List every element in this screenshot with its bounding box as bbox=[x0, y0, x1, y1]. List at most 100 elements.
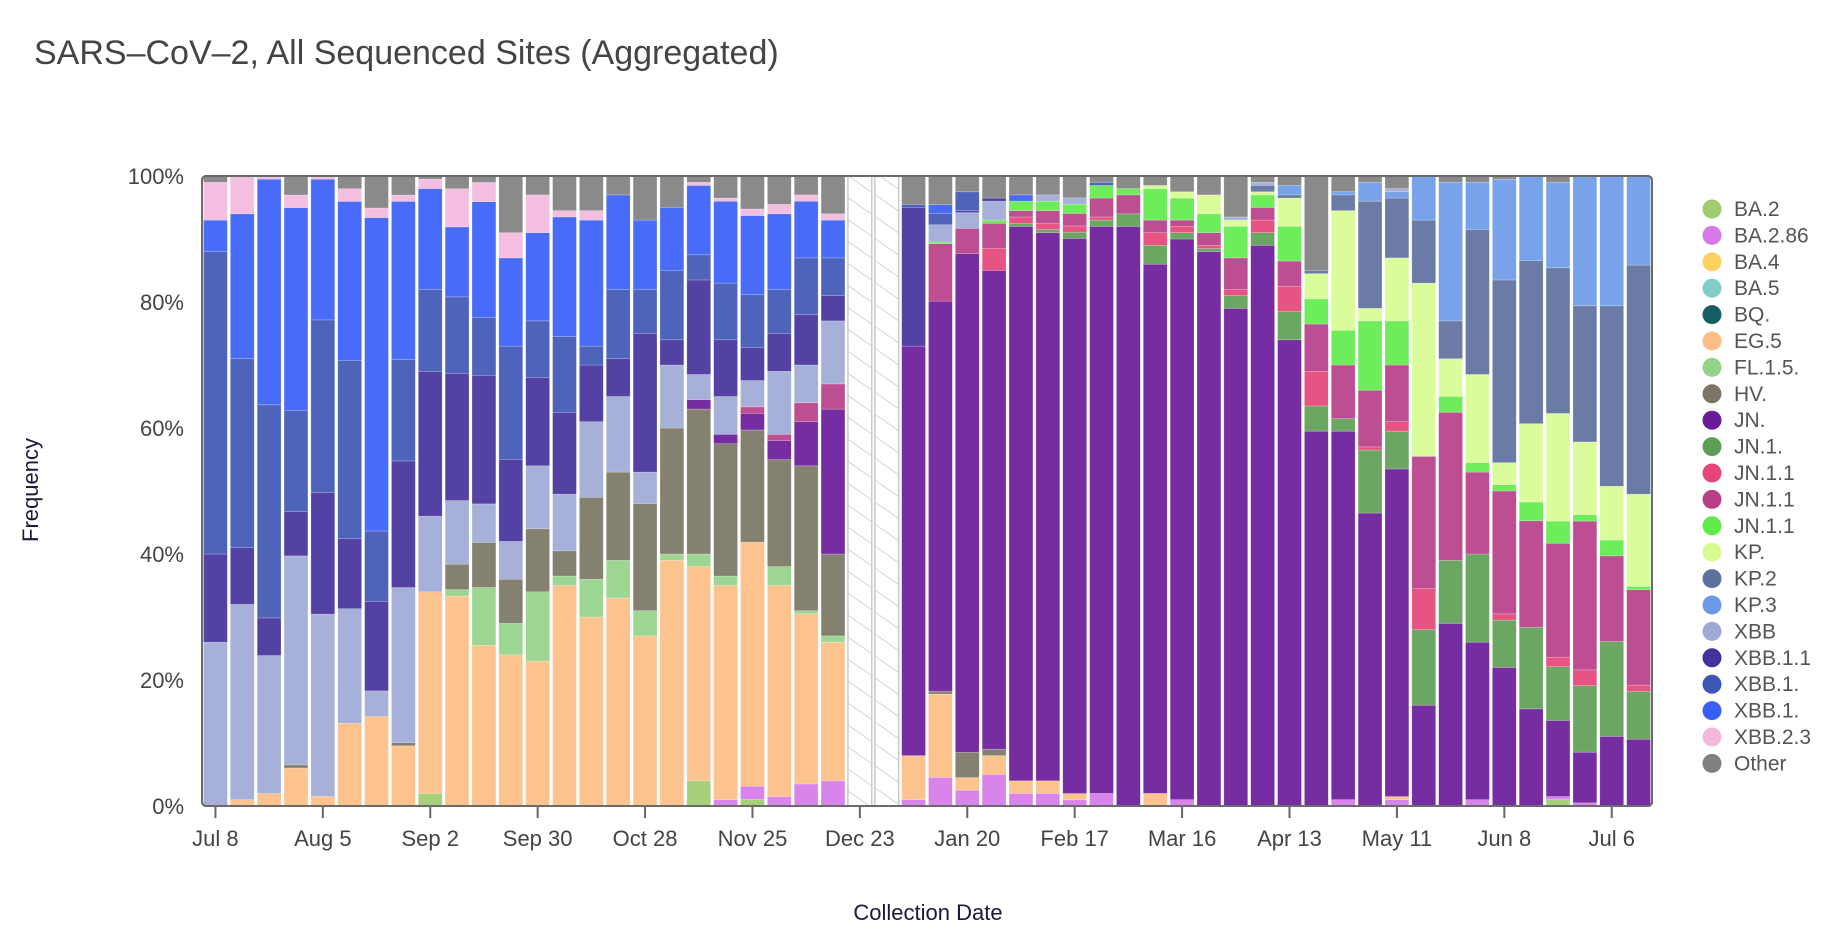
legend-swatch-icon bbox=[1702, 384, 1722, 404]
bar-week-26[interactable] bbox=[874, 175, 900, 807]
bar-week-18[interactable] bbox=[659, 175, 685, 807]
legend-item[interactable]: JN.1.1 bbox=[1702, 462, 1795, 485]
bar-week-41[interactable] bbox=[1277, 175, 1302, 807]
legend-item[interactable]: XBB.1. bbox=[1702, 700, 1800, 723]
bar-week-51[interactable] bbox=[1545, 175, 1571, 807]
bar-week-53[interactable] bbox=[1599, 175, 1624, 807]
bar-week-54[interactable] bbox=[1626, 175, 1651, 807]
legend-item[interactable]: FL.1.5. bbox=[1702, 356, 1800, 379]
bar-week-14[interactable] bbox=[552, 175, 577, 807]
bar-week-24[interactable] bbox=[820, 175, 846, 807]
bar-segment-xbb-2-3 bbox=[391, 194, 416, 202]
bar-week-44[interactable] bbox=[1357, 175, 1383, 807]
bar-week-30[interactable] bbox=[981, 175, 1007, 807]
bar-week-33[interactable] bbox=[1062, 175, 1087, 807]
bar-week-17[interactable] bbox=[632, 175, 658, 807]
legend-item[interactable]: BA.5 bbox=[1702, 277, 1780, 300]
legend-item[interactable]: KP.2 bbox=[1702, 568, 1777, 591]
bar-week-50[interactable] bbox=[1518, 175, 1544, 807]
bar-week-13[interactable] bbox=[525, 175, 550, 807]
bar-segment-xbb-1-b bbox=[820, 219, 846, 259]
bar-week-46[interactable] bbox=[1411, 175, 1436, 807]
bar-week-2[interactable] bbox=[230, 175, 255, 807]
bar-segment-hv- bbox=[767, 459, 792, 567]
bar-week-16[interactable] bbox=[605, 175, 631, 807]
bar-week-4[interactable] bbox=[283, 175, 309, 807]
bar-week-49[interactable] bbox=[1492, 175, 1517, 807]
bar-week-34[interactable] bbox=[1089, 175, 1114, 807]
bar-segment-jn-1-1c bbox=[1384, 320, 1410, 366]
bar-segment-xbb-1-a bbox=[364, 530, 389, 602]
bar-week-9[interactable] bbox=[418, 175, 443, 807]
bar-week-37[interactable] bbox=[1169, 175, 1195, 807]
bar-segment-jn- bbox=[793, 421, 819, 467]
bar-segment-jn-1-1b bbox=[1626, 589, 1651, 686]
bar-week-23[interactable] bbox=[793, 175, 819, 807]
bar-week-5[interactable] bbox=[310, 175, 336, 807]
bar-week-12[interactable] bbox=[498, 175, 524, 807]
bar-segment-jn-1-1a bbox=[1196, 245, 1222, 249]
bar-week-19[interactable] bbox=[686, 175, 711, 807]
bar-week-47[interactable] bbox=[1438, 175, 1463, 807]
legend-item[interactable]: JN.1. bbox=[1702, 436, 1784, 459]
bar-week-45[interactable] bbox=[1384, 175, 1410, 807]
bar-week-3[interactable] bbox=[256, 175, 282, 807]
legend-item[interactable]: XBB.1. bbox=[1702, 673, 1800, 696]
bar-segment-jn- bbox=[1277, 339, 1302, 807]
legend-item[interactable]: BA.4 bbox=[1702, 251, 1780, 274]
bar-week-36[interactable] bbox=[1143, 175, 1168, 807]
bar-week-25[interactable] bbox=[847, 175, 873, 807]
bar-segment-other bbox=[1196, 175, 1222, 196]
bar-week-35[interactable] bbox=[1116, 175, 1141, 807]
bar-week-20[interactable] bbox=[713, 175, 738, 807]
legend-item[interactable]: HV. bbox=[1702, 383, 1768, 406]
bar-week-43[interactable] bbox=[1330, 175, 1356, 807]
bar-segment-ba-2-86 bbox=[740, 785, 765, 800]
bar-week-52[interactable] bbox=[1572, 175, 1598, 807]
legend-label: JN.1.1 bbox=[1734, 488, 1795, 511]
bar-segment-xbb-2-3 bbox=[230, 175, 255, 215]
bar-week-6[interactable] bbox=[337, 175, 362, 807]
bar-segment-jn-1- bbox=[1008, 222, 1034, 227]
legend-swatch-icon bbox=[1702, 701, 1722, 721]
legend-item[interactable]: JN.1.1 bbox=[1702, 515, 1795, 538]
legend-item[interactable]: XBB.1.1 bbox=[1702, 647, 1812, 670]
legend-item[interactable]: BA.2 bbox=[1702, 198, 1780, 221]
bar-week-31[interactable] bbox=[1008, 175, 1034, 807]
bar-week-38[interactable] bbox=[1196, 175, 1222, 807]
bar-week-7[interactable] bbox=[364, 175, 389, 807]
bar-week-27[interactable] bbox=[901, 175, 926, 807]
bar-week-22[interactable] bbox=[767, 175, 792, 807]
bar-week-8[interactable] bbox=[391, 175, 416, 807]
bar-segment-xbb bbox=[579, 421, 604, 498]
bar-segment-jn-1-1b bbox=[1599, 555, 1624, 642]
legend-item[interactable]: BA.2.86 bbox=[1702, 224, 1809, 247]
bar-week-40[interactable] bbox=[1250, 175, 1275, 807]
bar-week-39[interactable] bbox=[1223, 175, 1249, 807]
legend-item[interactable]: XBB bbox=[1702, 620, 1777, 643]
bar-week-11[interactable] bbox=[471, 175, 497, 807]
bar-week-28[interactable] bbox=[928, 175, 953, 807]
bar-week-10[interactable] bbox=[444, 175, 470, 807]
bar-week-32[interactable] bbox=[1035, 175, 1061, 807]
legend-item[interactable]: Other bbox=[1702, 752, 1787, 775]
legend-item[interactable]: JN. bbox=[1702, 409, 1766, 432]
bar-week-48[interactable] bbox=[1465, 175, 1490, 807]
legend-item[interactable]: KP.3 bbox=[1702, 594, 1777, 617]
legend-item[interactable]: XBB.2.3 bbox=[1702, 726, 1812, 749]
bar-week-1[interactable] bbox=[203, 175, 228, 807]
plot-border bbox=[201, 175, 1653, 807]
legend-item[interactable]: EG.5 bbox=[1702, 330, 1782, 353]
y-tick-label: 40% bbox=[140, 542, 184, 567]
bar-week-15[interactable] bbox=[579, 175, 604, 807]
legend-item[interactable]: JN.1.1 bbox=[1702, 488, 1795, 511]
bar-segment-kp-3 bbox=[1465, 182, 1490, 230]
legend-item[interactable]: BQ. bbox=[1702, 304, 1771, 327]
x-tick-label: Sep 2 bbox=[401, 826, 459, 851]
legend-item[interactable]: KP. bbox=[1702, 541, 1766, 564]
bar-week-42[interactable] bbox=[1304, 175, 1329, 807]
bar-segment-ba-2-86 bbox=[1008, 793, 1034, 807]
bar-week-29[interactable] bbox=[955, 175, 980, 807]
bar-week-21[interactable] bbox=[740, 175, 765, 807]
bar-segment-jn- bbox=[1330, 430, 1356, 800]
